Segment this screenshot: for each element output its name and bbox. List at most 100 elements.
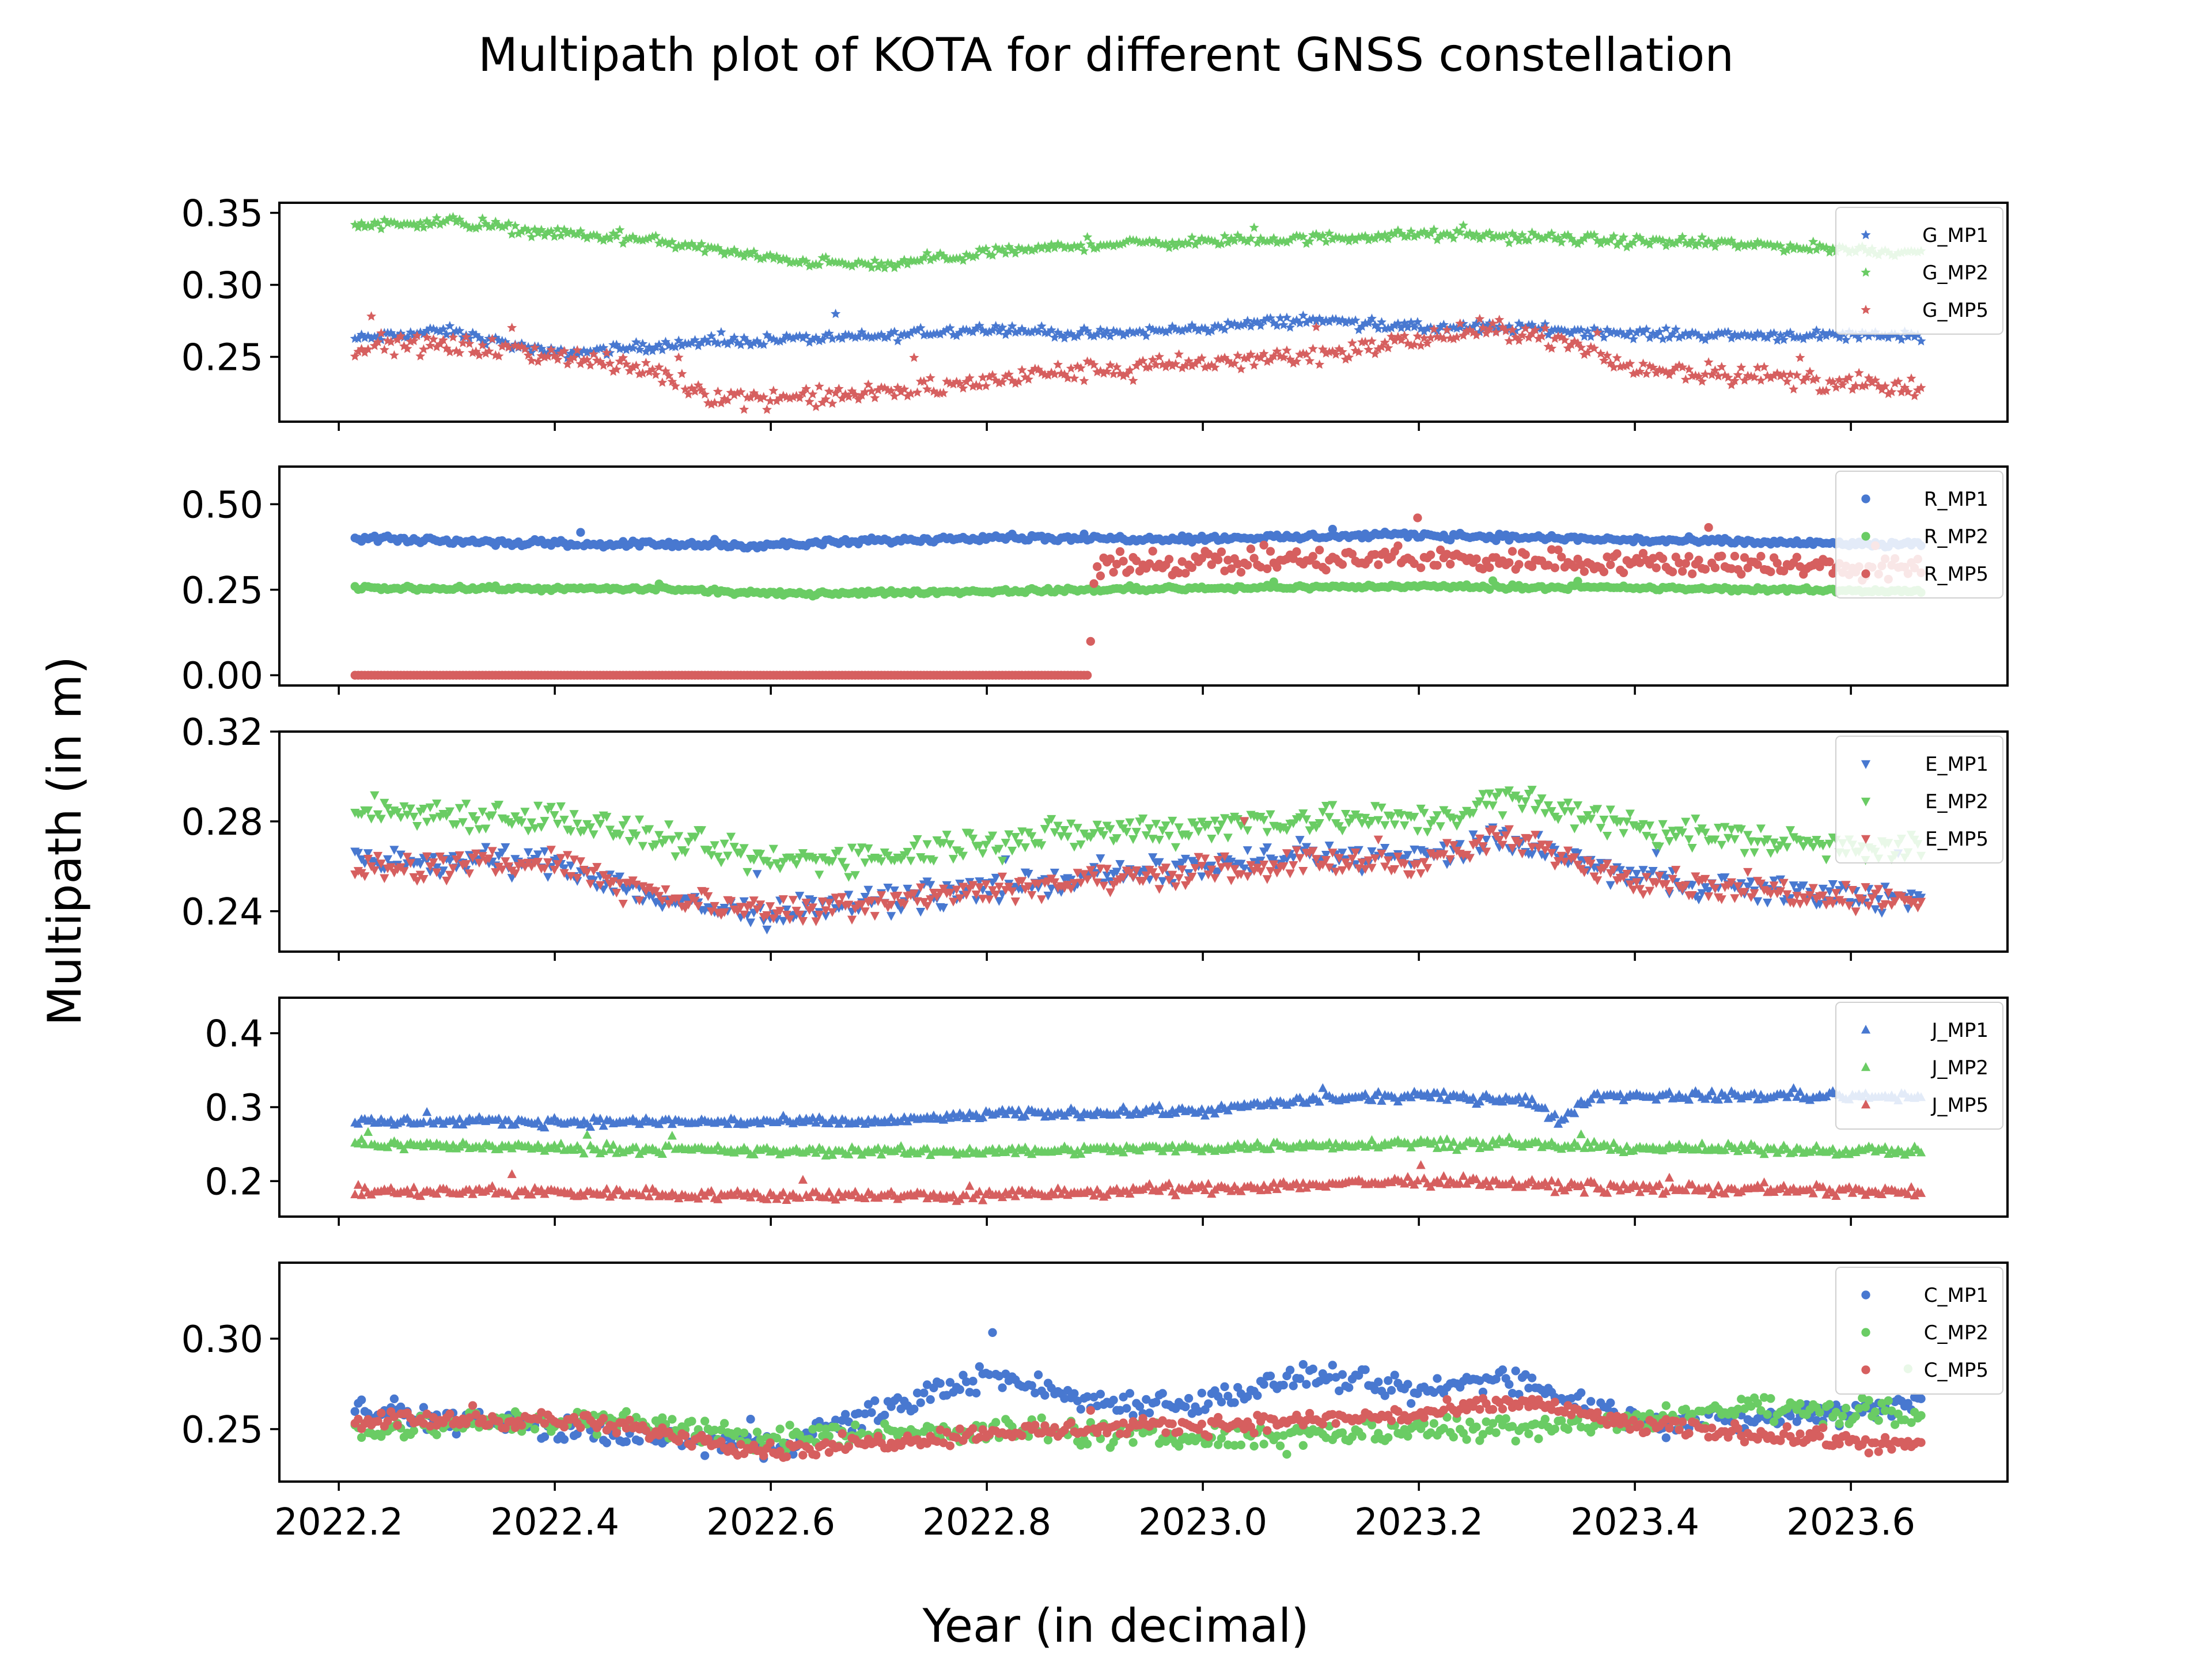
data-point xyxy=(1749,889,1759,899)
data-point xyxy=(1910,897,1919,907)
data-point xyxy=(1282,345,1292,355)
data-point xyxy=(382,855,393,865)
data-point xyxy=(1707,369,1717,380)
data-point xyxy=(1279,862,1289,872)
data-point xyxy=(935,329,945,339)
data-point xyxy=(654,238,664,248)
data-point xyxy=(1416,228,1426,237)
data-point xyxy=(1154,835,1164,845)
data-point xyxy=(994,882,1004,892)
data-point xyxy=(765,902,775,911)
data-point xyxy=(863,379,873,389)
data-point xyxy=(605,233,615,243)
data-point xyxy=(1445,855,1455,864)
data-point xyxy=(788,392,798,402)
data-point xyxy=(1315,1097,1324,1106)
data-point xyxy=(1713,236,1724,246)
data-point xyxy=(1210,362,1220,372)
data-point xyxy=(1416,563,1426,573)
data-point xyxy=(964,373,975,382)
data-point xyxy=(866,386,877,396)
data-point xyxy=(1896,334,1907,344)
data-point xyxy=(1099,329,1109,339)
data-point xyxy=(1305,355,1315,365)
data-point xyxy=(1642,873,1652,882)
data-point xyxy=(422,332,432,342)
data-point xyxy=(501,843,510,853)
data-point xyxy=(507,343,517,354)
data-point xyxy=(876,891,887,900)
data-point xyxy=(634,815,645,825)
data-point xyxy=(1661,874,1671,883)
data-point xyxy=(451,217,461,226)
data-point xyxy=(533,356,543,366)
data-point xyxy=(703,846,713,855)
data-point xyxy=(461,860,471,869)
data-point xyxy=(1419,326,1429,336)
data-point xyxy=(1651,368,1661,378)
data-point xyxy=(1517,1097,1527,1107)
data-point xyxy=(1557,552,1566,562)
data-point xyxy=(1184,324,1194,334)
data-point xyxy=(1148,853,1158,862)
data-point xyxy=(1131,361,1142,370)
data-point xyxy=(1654,326,1665,336)
data-point xyxy=(945,840,955,849)
data-point xyxy=(474,825,484,834)
data-point xyxy=(1373,1087,1383,1096)
data-point xyxy=(1645,887,1655,896)
data-point xyxy=(1321,565,1331,575)
data-point xyxy=(706,331,717,340)
data-point xyxy=(693,340,703,350)
data-point xyxy=(952,331,962,340)
data-point xyxy=(1007,846,1017,856)
data-point xyxy=(1850,380,1861,391)
data-point xyxy=(1517,849,1527,859)
data-point xyxy=(801,899,811,908)
data-point xyxy=(997,377,1007,387)
data-point xyxy=(585,880,596,889)
data-point xyxy=(1550,1109,1560,1119)
data-point xyxy=(1566,339,1577,349)
data-point xyxy=(667,835,677,844)
data-point xyxy=(602,1138,612,1148)
data-point xyxy=(1720,873,1730,882)
data-point xyxy=(1524,332,1534,342)
data-point xyxy=(484,346,494,356)
data-point xyxy=(882,332,893,342)
data-point xyxy=(585,823,596,832)
data-point xyxy=(1337,347,1347,357)
data-point xyxy=(1105,554,1115,563)
data-point xyxy=(1171,359,1181,369)
data-point xyxy=(1681,817,1691,827)
data-point xyxy=(500,221,510,231)
data-point xyxy=(778,334,789,344)
data-point xyxy=(1475,313,1485,324)
data-point xyxy=(1491,536,1501,546)
data-point xyxy=(1537,331,1547,341)
data-point xyxy=(454,347,465,357)
data-point xyxy=(1556,801,1566,810)
data-point xyxy=(1278,320,1289,329)
data-point xyxy=(1432,1088,1442,1097)
data-point xyxy=(1321,802,1331,811)
data-point xyxy=(379,344,389,354)
data-point xyxy=(925,255,935,264)
data-point xyxy=(1295,349,1305,359)
data-point xyxy=(402,343,412,353)
data-point xyxy=(1141,871,1151,881)
data-point xyxy=(1740,849,1749,858)
data-point xyxy=(860,907,870,916)
data-point xyxy=(1131,327,1142,337)
data-point xyxy=(1422,323,1433,333)
data-point xyxy=(1305,236,1315,246)
data-point xyxy=(912,387,923,397)
data-point xyxy=(955,894,965,903)
data-point xyxy=(1350,235,1361,245)
data-point xyxy=(1239,319,1249,329)
data-point xyxy=(520,344,530,354)
data-point xyxy=(958,851,968,861)
data-point xyxy=(1076,840,1086,850)
data-point xyxy=(1442,324,1452,335)
data-point xyxy=(1007,321,1017,331)
